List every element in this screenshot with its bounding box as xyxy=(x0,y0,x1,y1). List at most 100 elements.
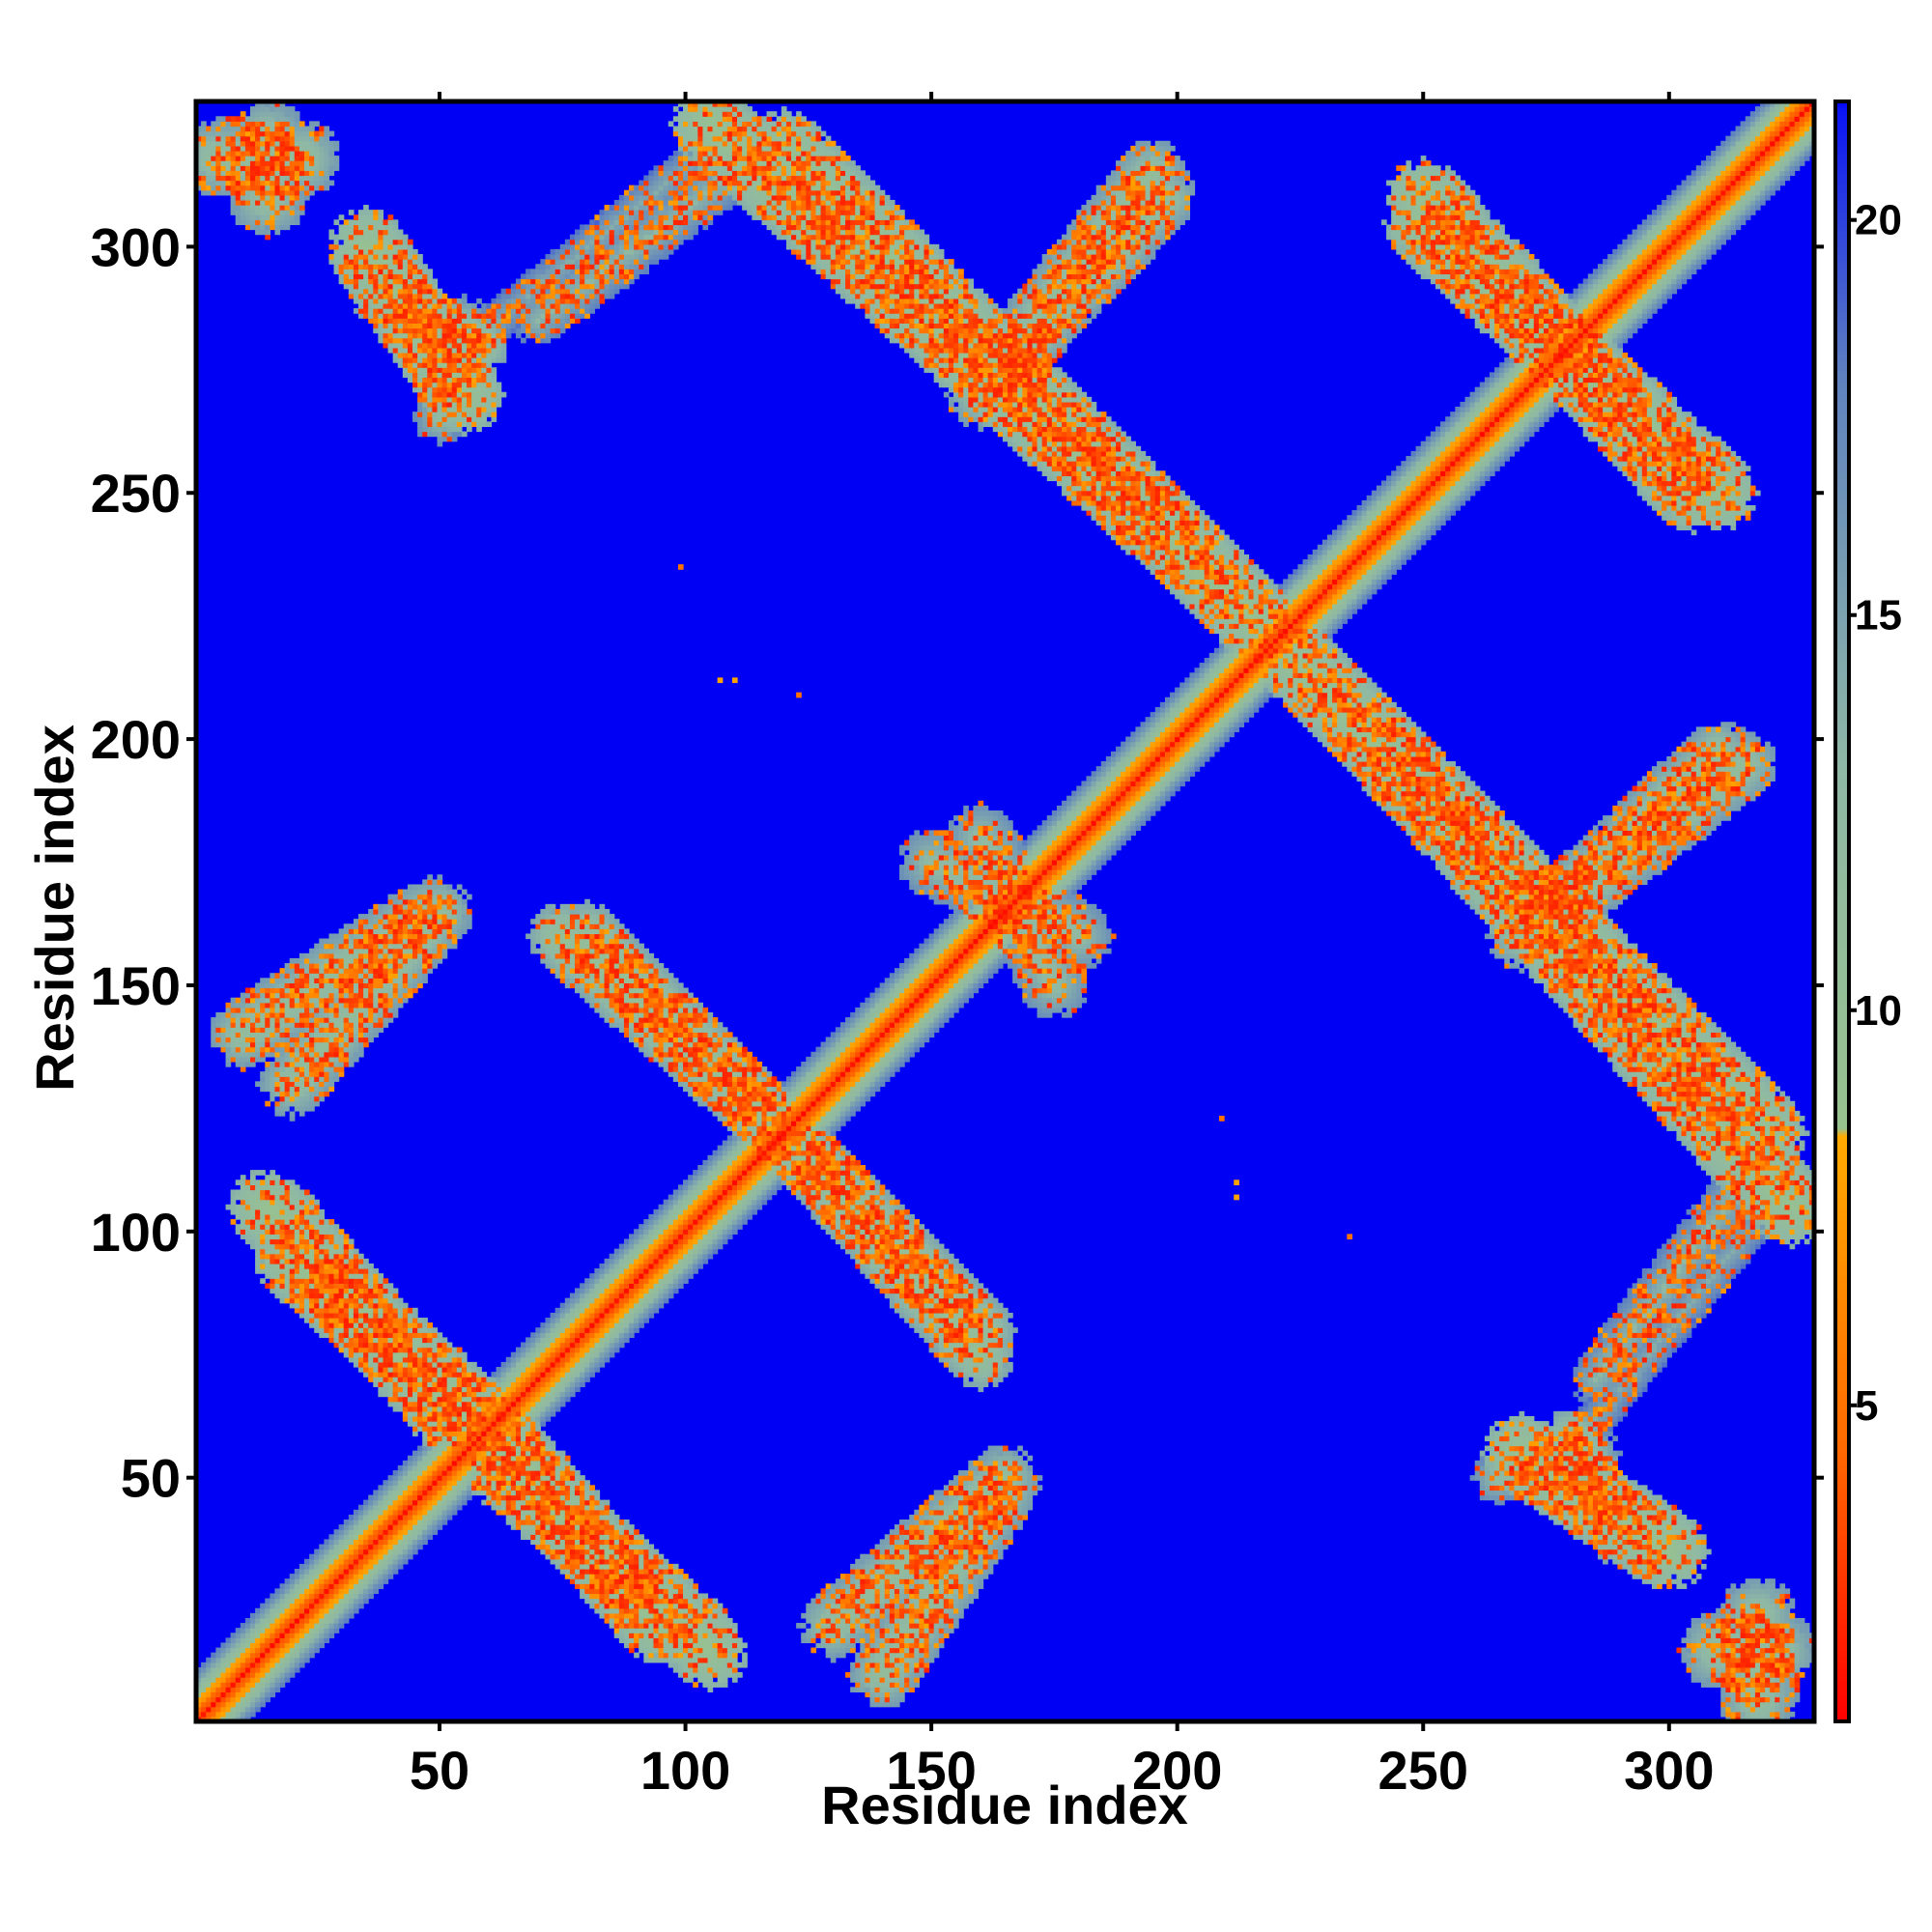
heatmap-cell xyxy=(343,1539,350,1546)
heatmap-cell xyxy=(284,1011,291,1018)
heatmap-cell xyxy=(378,948,384,954)
heatmap-cell xyxy=(441,1485,448,1492)
heatmap-cell xyxy=(476,1401,482,1407)
heatmap-cell xyxy=(432,1381,439,1387)
heatmap-cell xyxy=(348,1051,355,1058)
heatmap-cell xyxy=(328,1219,335,1225)
heatmap-cell xyxy=(244,1234,251,1240)
heatmap-cell xyxy=(373,308,379,314)
heatmap-cell xyxy=(274,1248,281,1255)
heatmap-cell xyxy=(230,997,237,1004)
heatmap-cell xyxy=(274,1219,281,1225)
heatmap-cell xyxy=(427,352,433,358)
heatmap-cell xyxy=(284,1578,291,1584)
heatmap-cell xyxy=(368,1351,374,1358)
heatmap-cell xyxy=(255,1612,261,1619)
heatmap-cell xyxy=(378,1361,384,1368)
heatmap-cell xyxy=(255,1662,261,1668)
heatmap-cell xyxy=(260,1603,266,1609)
heatmap-cell xyxy=(328,145,335,152)
heatmap-cell xyxy=(240,1628,246,1634)
heatmap-cell xyxy=(461,923,468,929)
heatmap-cell xyxy=(461,372,468,379)
heatmap-cell xyxy=(491,1421,497,1427)
heatmap-cell xyxy=(279,1189,286,1196)
heatmap-cell xyxy=(432,1450,439,1457)
heatmap-cell xyxy=(363,1361,369,1368)
heatmap-cell xyxy=(265,170,270,177)
heatmap-cell xyxy=(451,1494,458,1501)
heatmap-cell xyxy=(324,1628,330,1634)
heatmap-cell xyxy=(284,1076,291,1082)
heatmap-cell xyxy=(427,1485,433,1492)
heatmap-cell xyxy=(304,1623,310,1629)
heatmap-cell xyxy=(373,1022,379,1028)
heatmap-cell xyxy=(446,1421,453,1427)
heatmap-cell xyxy=(378,337,384,344)
heatmap-cell xyxy=(265,1672,270,1678)
heatmap-cell xyxy=(279,978,286,984)
heatmap-cell xyxy=(289,973,296,979)
heatmap-cell xyxy=(244,1652,251,1659)
heatmap-cell xyxy=(270,1623,276,1629)
heatmap-cell xyxy=(328,1612,335,1619)
heatmap-cell xyxy=(274,1263,281,1269)
heatmap-cell xyxy=(392,1391,399,1398)
heatmap-cell xyxy=(407,1372,413,1378)
heatmap-cell xyxy=(383,1494,389,1501)
heatmap-cell xyxy=(407,1327,413,1333)
heatmap-cell xyxy=(338,1553,345,1560)
heatmap-cell xyxy=(407,1494,413,1501)
heatmap-cell xyxy=(363,1558,369,1565)
heatmap-cell xyxy=(412,914,418,920)
heatmap-cell xyxy=(427,1361,433,1368)
heatmap-cell xyxy=(314,1593,320,1600)
heatmap-cell xyxy=(496,1426,502,1432)
heatmap-cell xyxy=(255,1672,261,1678)
heatmap-cell xyxy=(387,313,394,319)
heatmap-cell xyxy=(422,1450,428,1457)
heatmap-cell xyxy=(456,407,463,412)
heatmap-cell xyxy=(255,205,261,211)
heatmap-cell xyxy=(407,894,413,900)
heatmap-cell xyxy=(235,1633,242,1638)
heatmap-cell xyxy=(270,1184,276,1191)
heatmap-cell xyxy=(328,1071,335,1077)
heatmap-cell xyxy=(476,1470,482,1476)
heatmap-cell xyxy=(284,1288,291,1294)
heatmap-cell xyxy=(467,352,472,358)
heatmap-cell xyxy=(387,1302,394,1309)
heatmap-cell xyxy=(348,1002,355,1009)
heatmap-cell xyxy=(294,219,300,226)
heatmap-cell xyxy=(363,288,369,295)
heatmap-cell xyxy=(378,1377,384,1382)
heatmap-cell xyxy=(422,347,428,354)
heatmap-cell xyxy=(284,1002,291,1009)
heatmap-cell xyxy=(476,1440,482,1447)
heatmap-cell xyxy=(417,1356,423,1363)
heatmap-cell xyxy=(324,1051,330,1058)
heatmap-cell xyxy=(383,337,389,344)
heatmap-cell xyxy=(274,156,281,161)
heatmap-cell xyxy=(402,372,409,379)
heatmap-cell xyxy=(348,1278,355,1284)
heatmap-cell xyxy=(412,908,418,915)
heatmap-cell xyxy=(397,1539,404,1546)
heatmap-cell xyxy=(368,1318,374,1323)
heatmap-cell xyxy=(491,298,497,304)
heatmap-cell xyxy=(343,1283,350,1290)
heatmap-cell xyxy=(383,968,389,974)
heatmap-cell xyxy=(441,1450,448,1457)
heatmap-cell xyxy=(407,973,413,979)
heatmap-cell xyxy=(397,973,404,979)
heatmap-cell xyxy=(319,1213,325,1220)
heatmap-cell xyxy=(368,1302,374,1309)
heatmap-cell xyxy=(481,1464,487,1471)
heatmap-cell xyxy=(476,1490,482,1496)
heatmap-cell xyxy=(250,1179,256,1185)
heatmap-cell xyxy=(265,160,270,166)
heatmap-cell xyxy=(250,1628,256,1634)
heatmap-cell xyxy=(392,259,399,265)
heatmap-cell xyxy=(220,1011,227,1018)
heatmap-cell xyxy=(446,396,453,403)
